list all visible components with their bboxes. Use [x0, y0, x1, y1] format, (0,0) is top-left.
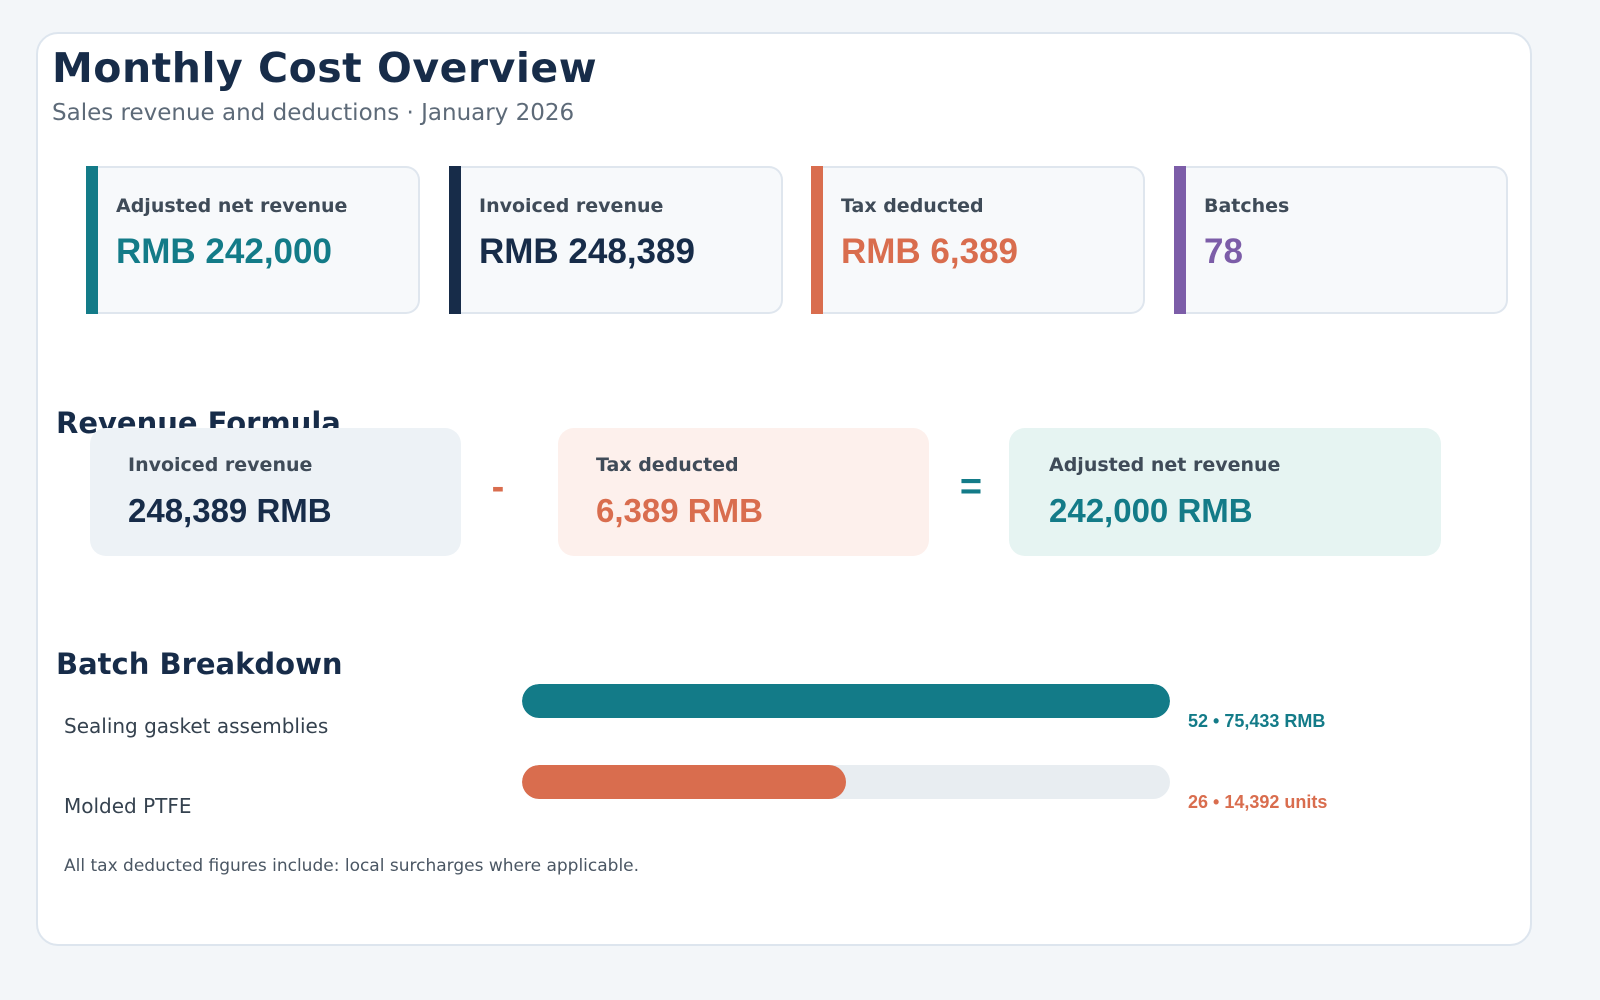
tax-deducted-box: Tax deducted 6,389 RMB [558, 428, 929, 556]
minus-operator: - [491, 466, 505, 508]
product-bar-fill-ptfe [522, 765, 846, 799]
kpi-accent-bar [1174, 166, 1186, 314]
product-label-gaskets: Sealing gasket assemblies [64, 714, 329, 738]
invoiced-revenue-box: Invoiced revenue 248,389 RMB [90, 428, 461, 556]
kpi-value: 78 [1204, 232, 1243, 271]
kpi-accent-bar [811, 166, 823, 314]
kpi-value: RMB 248,389 [479, 232, 695, 271]
kpi-card-tax-deducted: Tax deducted RMB 6,389 [811, 166, 1145, 314]
kpi-card-invoiced-revenue: Invoiced revenue RMB 248,389 [449, 166, 783, 314]
net-revenue-value: 242,000 RMB [1049, 492, 1253, 529]
tax-deducted-label: Tax deducted [596, 454, 739, 476]
kpi-card-net-revenue: Adjusted net revenue RMB 242,000 [86, 166, 420, 314]
batch-breakdown-title: Batch Breakdown [56, 647, 343, 681]
kpi-label: Invoiced revenue [479, 195, 664, 217]
kpi-accent-bar [449, 166, 461, 314]
kpi-accent-bar [86, 166, 98, 314]
page-subtitle: Sales revenue and deductions · January 2… [52, 100, 575, 126]
kpi-label: Batches [1204, 195, 1290, 217]
invoiced-revenue-label: Invoiced revenue [128, 454, 313, 476]
page-title: Monthly Cost Overview [52, 44, 598, 92]
tax-deducted-value: 6,389 RMB [596, 492, 763, 529]
kpi-value: RMB 6,389 [841, 232, 1019, 271]
net-revenue-label: Adjusted net revenue [1049, 454, 1281, 476]
product-bar-track [522, 765, 1170, 799]
invoiced-revenue-value: 248,389 RMB [128, 492, 332, 529]
product-bar-track [522, 684, 1170, 718]
kpi-label: Tax deducted [841, 195, 984, 217]
product-value-gaskets: 52 • 75,433 RMB [1188, 711, 1326, 731]
kpi-label: Adjusted net revenue [116, 195, 348, 217]
product-bar-fill-gaskets [522, 684, 1170, 718]
kpi-card-batches: Batches 78 [1174, 166, 1508, 314]
kpi-value: RMB 242,000 [116, 232, 332, 271]
product-label-ptfe: Molded PTFE [64, 794, 192, 818]
footnote: All tax deducted figures include: local … [64, 856, 640, 876]
equals-operator: = [959, 466, 983, 508]
product-value-ptfe: 26 • 14,392 units [1188, 792, 1328, 812]
net-revenue-box: Adjusted net revenue 242,000 RMB [1009, 428, 1441, 556]
